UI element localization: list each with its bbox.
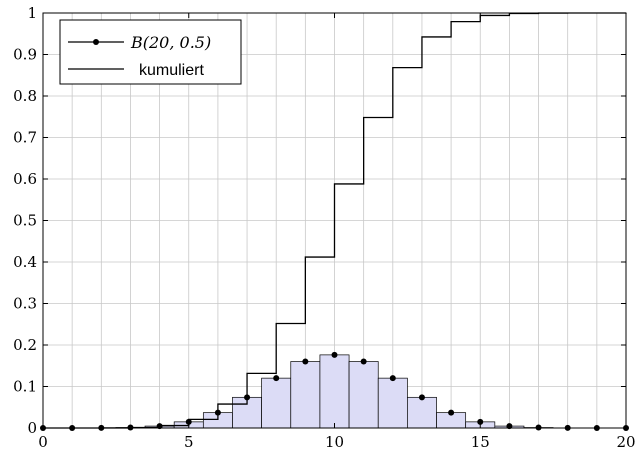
legend-box [59,19,242,85]
y-tick-label: 0.1 [13,378,37,396]
bar-x-13 [407,396,437,429]
legend: B(20, 0.5) kumuliert [59,19,242,85]
y-tick-label: 0.4 [13,253,37,271]
bar-x-10 [319,354,350,429]
point-x-12 [389,375,396,382]
y-tick-label: 0.9 [13,46,37,64]
legend-label-binomial: B(20, 0.5) [130,33,211,52]
y-tick-label: 0.2 [13,336,37,354]
point-x-13 [418,394,425,401]
bar-x-9 [290,361,321,429]
y-tick-label: 0.7 [13,129,37,147]
point-x-7 [244,394,251,401]
x-tick-label: 5 [184,433,194,451]
point-x-6 [214,409,221,416]
y-tick-label: 0 [27,419,37,437]
x-tick-label: 15 [471,433,490,451]
y-tick-label: 1 [27,4,37,22]
point-x-5 [185,418,192,425]
y-tick-label: 0.8 [13,87,37,105]
x-tick-label: 20 [616,433,635,451]
y-tick-label: 0.5 [13,212,37,230]
point-x-9 [302,358,309,365]
point-x-14 [448,409,455,416]
x-tick-label: 0 [38,433,48,451]
bar-x-11 [348,361,379,429]
tick-labels-group: 0 5 10 15 20 0 0.1 0.2 0.3 0.4 0.5 0.6 0.7 0.8 0.9 1 [13,4,635,451]
bar-x-8 [261,377,292,429]
legend-label-cumulative: kumuliert [139,62,204,79]
ticks-group [42,12,627,429]
y-tick-label: 0.6 [13,170,37,188]
x-tick-label: 10 [325,433,344,451]
point-x-11 [360,358,367,365]
bar-x-12 [377,377,408,429]
y-tick-label: 0.3 [13,295,37,313]
point-x-10 [331,351,338,358]
legend-marker-binomial [93,39,99,45]
point-x-8 [273,375,280,382]
points-group [40,351,629,431]
point-x-15 [477,418,484,425]
